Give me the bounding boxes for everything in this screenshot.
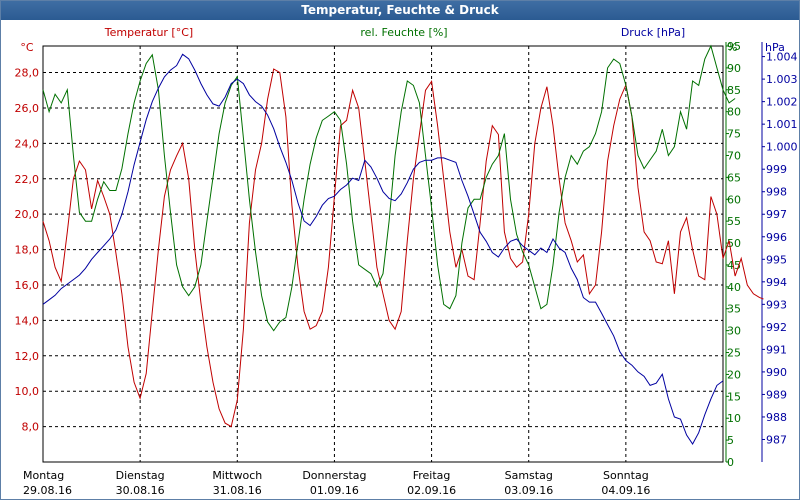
x-tick-day: Samstag (505, 469, 553, 482)
tick-label-pressure: 1.000 (766, 141, 798, 154)
tick-label-temperature: 22,0 (15, 173, 40, 186)
tick-label-humidity: 10 (727, 412, 741, 425)
tick-label-pressure: 995 (766, 253, 787, 266)
x-tick-date: 30.08.16 (116, 484, 165, 497)
tick-label-pressure: 990 (766, 366, 787, 379)
tick-label-temperature: 26,0 (15, 102, 40, 115)
tick-label-humidity: 20 (727, 368, 741, 381)
legend-label-series-2: rel. Feuchte [%] (360, 26, 447, 39)
tick-label-humidity: 40 (727, 281, 741, 294)
tick-label-humidity: 95 (727, 40, 741, 53)
tick-label-temperature: 16,0 (15, 279, 40, 292)
x-tick-date: 01.09.16 (310, 484, 359, 497)
legend-label-series-1: Temperatur [°C] (104, 26, 193, 39)
tick-label-temperature: 10,0 (15, 385, 40, 398)
tick-label-pressure: 992 (766, 321, 787, 334)
x-tick-date: 29.08.16 (23, 484, 72, 497)
tick-label-pressure: 993 (766, 298, 787, 311)
tick-label-temperature: 20,0 (15, 208, 40, 221)
legend-label-series-3: Druck [hPa] (621, 26, 685, 39)
tick-label-humidity: 85 (727, 84, 741, 97)
x-tick-day: Freitag (413, 469, 451, 482)
tick-label-temperature: 24,0 (15, 137, 40, 150)
x-tick-date: 04.09.16 (601, 484, 650, 497)
tick-label-pressure: 1.003 (766, 73, 798, 86)
tick-label-humidity: 65 (727, 171, 741, 184)
tick-label-pressure: 991 (766, 343, 787, 356)
tick-label-pressure: 998 (766, 186, 787, 199)
tick-label-temperature: 28,0 (15, 67, 40, 80)
tick-label-humidity: 25 (727, 347, 741, 360)
tick-label-temperature: 12,0 (15, 350, 40, 363)
tick-label-humidity: 70 (727, 149, 741, 162)
x-tick-day: Dienstag (116, 469, 165, 482)
plot-area (42, 45, 724, 463)
axis-label-temperature-unit: °C (20, 41, 34, 54)
tick-label-humidity: 60 (727, 193, 741, 206)
series-line-3 (42, 53, 724, 445)
axis-label-humidity-unit: % (727, 41, 737, 54)
tick-label-humidity: 0 (727, 456, 734, 469)
x-tick-date: 31.08.16 (213, 484, 262, 497)
tick-label-humidity: 75 (727, 128, 741, 141)
tick-label-pressure: 994 (766, 276, 787, 289)
axis-label-pressure-unit: hPa (765, 41, 785, 54)
x-tick-day: Donnerstag (302, 469, 366, 482)
tick-label-pressure: 999 (766, 163, 787, 176)
tick-label-humidity: 80 (727, 106, 741, 119)
tick-label-pressure: 988 (766, 411, 787, 424)
tick-label-humidity: 15 (727, 390, 741, 403)
series-line-1 (42, 68, 764, 428)
tick-label-pressure: 996 (766, 231, 787, 244)
x-tick-date: 03.09.16 (504, 484, 553, 497)
tick-label-humidity: 30 (727, 325, 741, 338)
x-tick-date: 02.09.16 (407, 484, 456, 497)
tick-label-humidity: 55 (727, 215, 741, 228)
tick-label-pressure: 1.004 (766, 51, 798, 64)
series-line-2 (42, 44, 736, 332)
tick-label-humidity: 35 (727, 303, 741, 316)
x-tick-day: Sonntag (603, 469, 649, 482)
tick-label-pressure: 1.002 (766, 96, 798, 109)
tick-label-pressure: 987 (766, 433, 787, 446)
tick-label-pressure: 997 (766, 208, 787, 221)
x-tick-day: Mittwoch (212, 469, 262, 482)
x-tick-day: Montag (23, 469, 64, 482)
window-title: Temperatur, Feuchte & Druck (1, 1, 799, 20)
tick-label-pressure: 989 (766, 388, 787, 401)
tick-label-temperature: 18,0 (15, 244, 40, 257)
chart-svg: °C 8,0 10,0 12,0 14,0 16,0 18,0 20,0 22,0 24,0 26,… (15, 26, 798, 497)
tick-label-pressure: 1.001 (766, 118, 798, 131)
tick-label-humidity: 90 (727, 62, 741, 75)
tick-label-temperature: 14,0 (15, 314, 40, 327)
tick-label-humidity: 5 (727, 434, 734, 447)
tick-label-temperature: 8,0 (22, 421, 40, 434)
